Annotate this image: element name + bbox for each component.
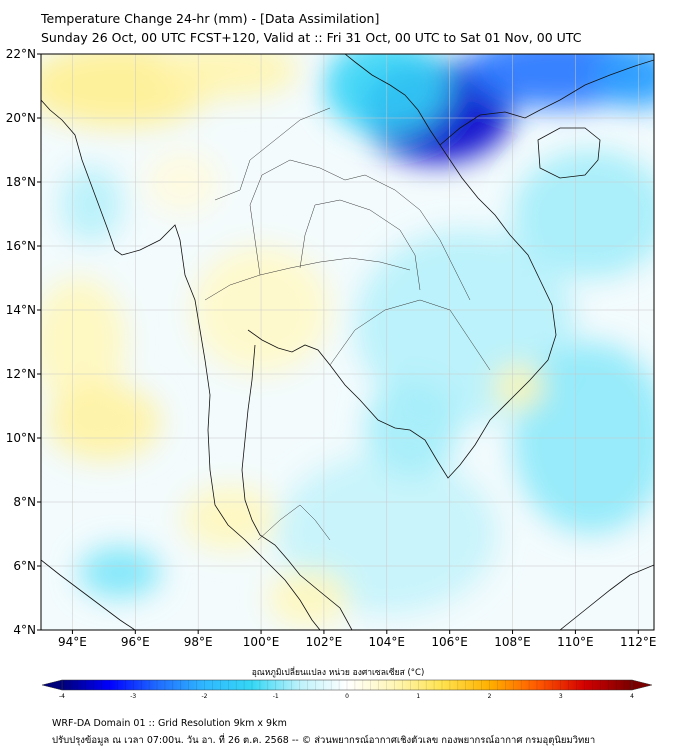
lat-tick-label: 12°N [6,367,36,381]
field-blob [493,364,544,410]
footer-credit: ปรับปรุงข้อมูล ณ เวลา 07:00น. วัน อา. ที… [52,735,596,746]
field-blob [267,569,350,627]
footer-model-info: WRF-DA Domain 01 :: Grid Resolution 9km … [52,718,287,729]
field-blob [160,54,299,99]
lat-tick-label: 20°N [6,111,36,125]
sumatra-coast [41,559,136,630]
lat-tick-label: 10°N [6,431,36,445]
hainan-island [537,127,601,179]
lat-tick-label: 22°N [6,47,36,61]
lat-tick-label: 8°N [13,495,36,509]
colorbar-tick-label: 4 [630,693,634,700]
coastline-and-borders [41,54,654,630]
colorbar-tick-label: 1 [416,693,420,700]
lon-tick-label: 100°E [243,635,280,649]
field-blob [59,166,123,243]
latitude-axis: 22°N 20°N 18°N 16°N 14°N 12°N 10°N 8°N 6°N 4°N [6,47,41,637]
lat-tick-label: 6°N [13,559,36,573]
lon-tick-label: 104°E [369,635,406,649]
colorbar-tick-label: 3 [559,693,563,700]
colorbar-min-arrow [41,679,63,691]
lon-tick-label: 98°E [184,635,213,649]
lat-tick-label: 18°N [6,175,36,189]
coastline-china [439,59,654,146]
lon-tick-label: 106°E [431,635,468,649]
field-blob [78,546,161,599]
map-frame [40,53,655,631]
longitude-axis: 94°E 96°E 98°E 100°E 102°E 104°E 106°E 108°E 110… [58,630,657,649]
coastline-west [41,99,321,630]
lon-tick-label: 110°E [557,635,594,649]
colorbar-tick-label: -1 [273,693,279,700]
field-blob [594,54,654,109]
lon-tick-label: 112°E [620,635,657,649]
lat-tick-label: 16°N [6,239,36,253]
graticule [41,54,654,630]
field-blob [182,486,277,550]
borneo-coast [559,564,654,630]
coastline-peninsula-east [241,344,353,630]
lon-tick-label: 96°E [121,635,150,649]
map-title: Temperature Change 24-hr (mm) - [Data As… [41,11,380,26]
colorbar-tick-label: 2 [488,693,492,700]
lon-tick-label: 108°E [494,635,531,649]
colorbar-tick-label: -4 [59,693,65,700]
lon-tick-label: 94°E [58,635,87,649]
colorbar-tick-label: -3 [130,693,136,700]
colorbar-max-arrow [631,679,653,691]
admin-borders [204,107,491,541]
map-subtitle: Sunday 26 Oct, 00 UTC FCST+120, Valid at… [41,30,582,45]
field-blob [47,383,161,461]
lat-tick-label: 14°N [6,303,36,317]
colorbar-title: อุณหภูมิเปลี่ยนแปลง หน่วย องศาเซลเซียส (… [251,668,425,678]
lon-tick-label: 102°E [306,635,343,649]
map-figure: 22°N 20°N 18°N 16°N 14°N 12°N 10°N 8°N 6°N 4°N 94… [6,47,657,700]
lat-tick-label: 4°N [13,623,36,637]
colorbar-tick-label: -2 [202,693,208,700]
colorbar: -4 -3 -2 -1 0 1 2 3 4 [41,679,653,700]
map-plot-area [41,54,654,630]
colorbar-tick-label: 0 [345,693,349,700]
field-blob [364,380,460,477]
coastline-gulf [247,54,557,479]
